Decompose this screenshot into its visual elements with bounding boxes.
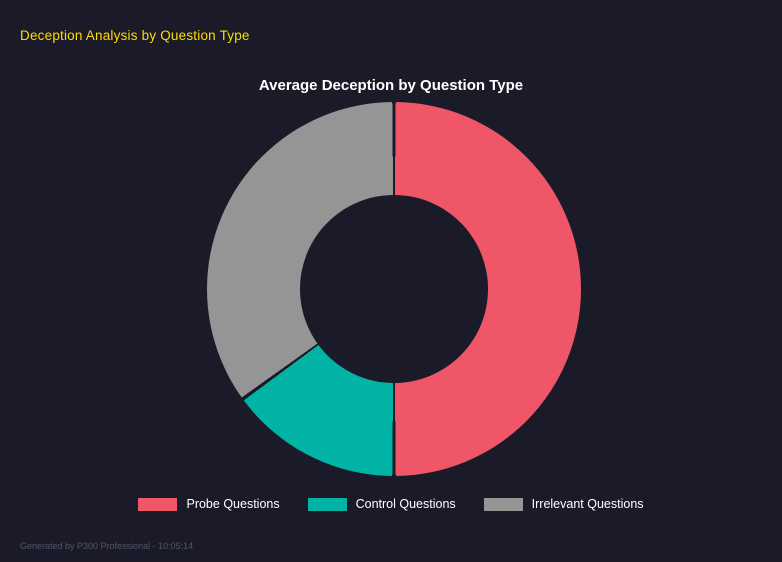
legend-item[interactable]: Irrelevant Questions — [483, 497, 644, 511]
footer-text: Generated by P300 Professional - 10:05:1… — [20, 541, 194, 551]
legend-item[interactable]: Control Questions — [307, 497, 456, 511]
legend-item[interactable]: Probe Questions — [138, 497, 280, 511]
legend-swatch — [138, 497, 178, 511]
page-title: Deception Analysis by Question Type — [20, 28, 250, 43]
chart-title: Average Deception by Question Type — [258, 77, 524, 94]
chart-legend: Probe Questions Control Questions Irreleva… — [0, 497, 782, 511]
legend-swatch — [483, 497, 523, 511]
donut-chart — [207, 102, 581, 476]
legend-label: Irrelevant Questions — [531, 497, 644, 511]
legend-label: Control Questions — [355, 497, 456, 511]
donut-hole — [300, 195, 488, 383]
legend-swatch — [307, 497, 347, 511]
legend-label: Probe Questions — [186, 497, 280, 511]
